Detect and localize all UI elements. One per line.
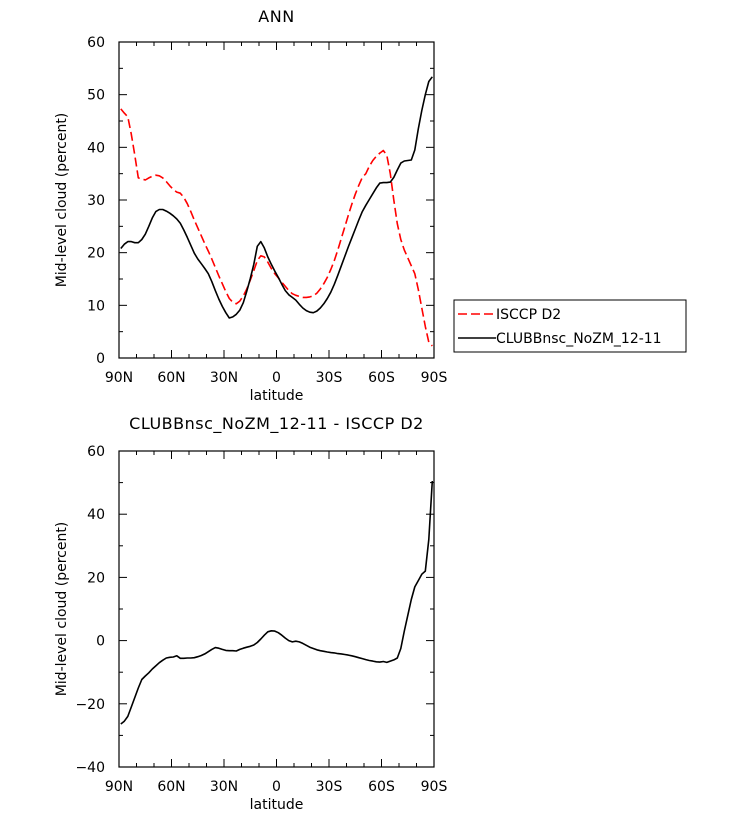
panel1-chart-title: ANN — [258, 7, 294, 26]
panel1-x-tick-label: 60N — [157, 370, 185, 386]
panel1-x-axis-label: latitude — [250, 388, 304, 404]
panel1-plot-frame — [118, 41, 435, 359]
panel2-x-tick-label: 30N — [210, 779, 238, 795]
panel1-legend-label-1: ISCCP D2 — [496, 307, 561, 323]
panel1-series-line-2 — [120, 76, 433, 319]
panel1-y-tick-label: 40 — [87, 140, 105, 156]
panel2-x-tick-label: 60N — [157, 779, 185, 795]
panel1-y-axis-label: Mid-level cloud (percent) — [54, 113, 70, 288]
panel2-plot-frame — [118, 450, 435, 768]
panel2-x-tick-label: 90S — [421, 779, 448, 795]
panel2-chart-title: CLUBBnsc_NoZM_12-11 - ISCCP D2 — [129, 414, 424, 434]
panel2-x-axis-label: latitude — [250, 797, 304, 813]
panel1-x-tick-label: 90S — [421, 370, 448, 386]
panel2-y-axis-label: Mid-level cloud (percent) — [54, 522, 70, 697]
panel1-x-tick-label: 60S — [368, 370, 395, 386]
panel1-y-tick-label: 60 — [87, 35, 105, 51]
panel1-x-tick-label: 0 — [272, 370, 281, 386]
panel1-x-tick-label: 30N — [210, 370, 238, 386]
panel1-y-tick-label: 50 — [87, 88, 105, 104]
panel1-y-tick-label: 0 — [96, 351, 105, 367]
panel1-legend-label-2: CLUBBnsc_NoZM_12-11 — [496, 331, 662, 347]
panel1-y-tick-label: 30 — [87, 193, 105, 209]
panel2-y-tick-label: −20 — [75, 697, 105, 713]
panel2-x-tick-label: 0 — [272, 779, 281, 795]
panel2-x-tick-label: 90N — [105, 779, 133, 795]
panel2-x-tick-label: 30S — [316, 779, 343, 795]
panel2-x-tick-label: 60S — [368, 779, 395, 795]
panel1-legend-box — [453, 299, 687, 353]
panel1-x-tick-label: 90N — [105, 370, 133, 386]
panel1-series-line-1 — [120, 108, 433, 347]
panel2-y-tick-label: 40 — [87, 507, 105, 523]
panel1-y-tick-label: 10 — [87, 298, 105, 314]
panel2-series-line-1 — [120, 480, 434, 725]
panel2-y-tick-label: 60 — [87, 444, 105, 460]
panel1-y-tick-label: 20 — [87, 246, 105, 262]
panel1-x-tick-label: 30S — [316, 370, 343, 386]
panel2-y-tick-label: 20 — [87, 570, 105, 586]
panel2-y-tick-label: 0 — [96, 634, 105, 650]
panel2-y-tick-label: −40 — [75, 760, 105, 776]
